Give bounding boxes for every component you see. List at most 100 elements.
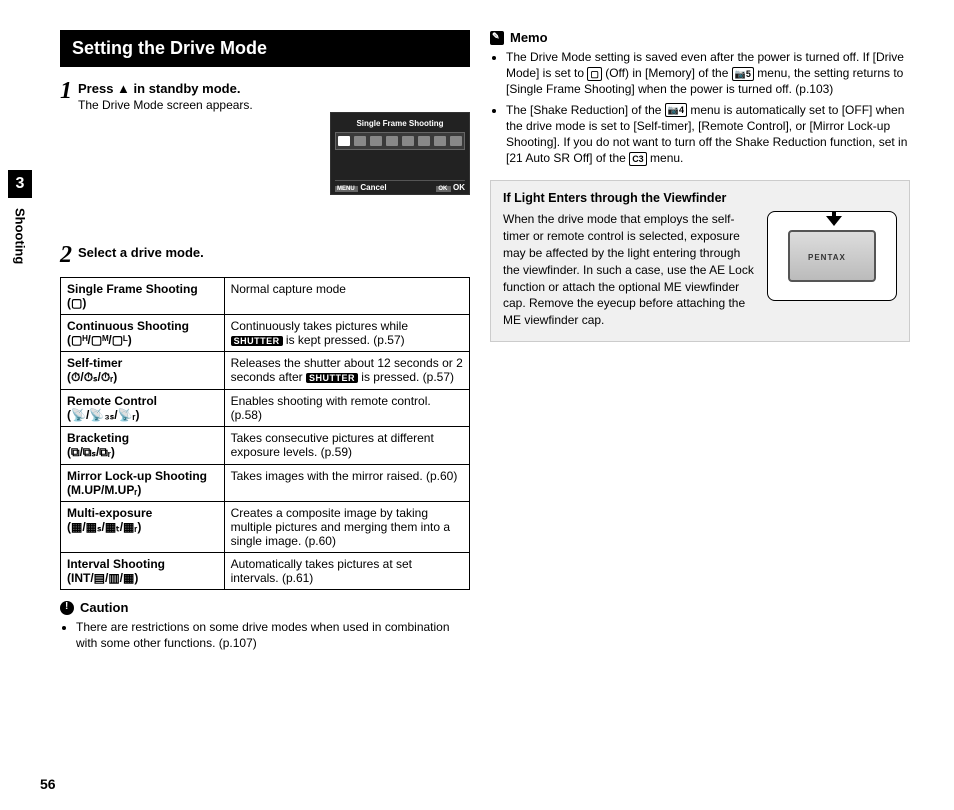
lcd-footer: Cancel OK <box>335 180 465 192</box>
mode-name-cell: Remote Control(📡/📡₃ₛ/📡ᵣ) <box>61 390 225 427</box>
lcd-icon-row <box>335 132 465 150</box>
memo-list: The Drive Mode setting is saved even aft… <box>490 49 910 166</box>
mode-symbols: (⏱/⏱ₛ/⏱ᵣ) <box>67 370 117 384</box>
mode-name-cell: Interval Shooting(INT/▤/▥/▦) <box>61 553 225 590</box>
mode-name: Self-timer <box>67 356 122 370</box>
mode-name: Continuous Shooting <box>67 319 189 333</box>
table-row: Multi-exposure(▦/▦ₛ/▦ₜ/▦ᵣ) Creates a comp… <box>61 502 470 553</box>
lcd-mode-icon <box>450 136 462 146</box>
step-title-pre: Press <box>78 81 117 96</box>
mode-desc-cell: Enables shooting with remote control. (p… <box>224 390 469 427</box>
callout-content: PENTAX When the drive mode that employs … <box>503 211 897 329</box>
callout-body-text: When the drive mode that employs the sel… <box>503 212 754 327</box>
drive-modes-table: Single Frame Shooting(▢) Normal capture m… <box>60 277 470 590</box>
arrow-icon <box>826 216 842 226</box>
lcd-ok-label: OK <box>436 183 465 192</box>
camera-menu-icon: 📷5 <box>732 67 754 81</box>
memo-icon <box>490 31 504 45</box>
left-rail: 3 Shooting <box>0 30 40 655</box>
mode-desc: Takes images with the mirror raised. (p.… <box>231 469 458 483</box>
chapter-number-tab: 3 <box>8 170 32 198</box>
section-vertical-label: Shooting <box>13 204 28 264</box>
mode-name: Remote Control <box>67 394 157 408</box>
mode-name: Multi-exposure <box>67 506 152 520</box>
lcd-title: Single Frame Shooting <box>335 119 465 128</box>
mode-name: Interval Shooting <box>67 557 165 571</box>
caution-icon <box>60 601 74 615</box>
mode-desc-cell: Releases the shutter about 12 seconds or… <box>224 352 469 390</box>
lcd-mode-icon <box>338 136 350 146</box>
mode-symbols: (⧉/⧉ₛ/⧉ᵣ) <box>67 445 115 459</box>
custom-menu-icon: C3 <box>629 152 647 166</box>
mode-symbols: (📡/📡₃ₛ/📡ᵣ) <box>67 408 140 422</box>
table-row: Interval Shooting(INT/▤/▥/▦)Automaticall… <box>61 553 470 590</box>
mode-desc: is pressed. (p.57) <box>358 370 454 384</box>
camera-menu-icon: 📷4 <box>665 103 687 117</box>
mode-desc: Creates a composite image by taking mult… <box>231 506 450 548</box>
lcd-mode-icon <box>386 136 398 146</box>
mode-desc-cell: Takes images with the mirror raised. (p.… <box>224 465 469 502</box>
table-row: Self-timer(⏱/⏱ₛ/⏱ᵣ)Releases the shutter … <box>61 352 470 390</box>
mode-symbols: (INT/▤/▥/▦) <box>67 571 138 585</box>
mode-desc-cell: Continuously takes pictures while SHUTTE… <box>224 315 469 352</box>
off-box-icon: ▢ <box>587 67 602 81</box>
lcd-mode-icon <box>418 136 430 146</box>
mode-desc: Takes consecutive pictures at different … <box>231 431 434 459</box>
step-body: Press ▲ in standby mode. The Drive Mode … <box>78 81 470 195</box>
mode-symbols: (M.UP/M.UPᵣ) <box>67 483 141 497</box>
mode-desc: Continuously takes pictures while <box>231 319 408 333</box>
mode-desc: Enables shooting with remote control. (p… <box>231 394 431 422</box>
lcd-mode-icon <box>402 136 414 146</box>
table-row: Bracketing(⧉/⧉ₛ/⧉ᵣ)Takes consecutive pic… <box>61 427 470 465</box>
step: 1 Press ▲ in standby mode. The Drive Mod… <box>60 81 470 195</box>
caution-item: There are restrictions on some drive mod… <box>76 619 470 651</box>
caution-header: Caution <box>60 600 470 615</box>
step-number: 2 <box>60 243 72 267</box>
memo-text: (Off) in [Memory] of the <box>602 66 732 80</box>
mode-name: Bracketing <box>67 431 129 445</box>
right-column: Memo The Drive Mode setting is saved eve… <box>490 30 910 655</box>
mode-desc: Normal capture mode <box>231 282 346 296</box>
mode-desc-cell: Normal capture mode <box>224 278 469 315</box>
memo-text: menu. <box>647 151 684 165</box>
mode-name: Single Frame Shooting <box>67 282 198 296</box>
mode-name-cell: Bracketing(⧉/⧉ₛ/⧉ᵣ) <box>61 427 225 465</box>
step: 2 Select a drive mode. <box>60 245 470 267</box>
table-row: Remote Control(📡/📡₃ₛ/📡ᵣ)Enables shooting… <box>61 390 470 427</box>
memo-item: The [Shake Reduction] of the 📷4 menu is … <box>506 102 910 167</box>
page-number: 56 <box>40 776 56 792</box>
lcd-mode-icon <box>370 136 382 146</box>
memo-label: Memo <box>510 30 548 45</box>
step-title: Press ▲ in standby mode. <box>78 81 470 96</box>
caution-label: Caution <box>80 600 128 615</box>
mode-desc: is kept pressed. (p.57) <box>283 333 405 347</box>
mode-name-cell: Continuous Shooting(▢ᴴ/▢ᴹ/▢ᴸ) <box>61 315 225 352</box>
memo-text: The [Shake Reduction] of the <box>506 103 665 117</box>
mode-name: Mirror Lock-up Shooting <box>67 469 207 483</box>
step-number: 1 <box>60 79 72 103</box>
step-title-post: in standby mode. <box>130 81 241 96</box>
mode-desc-cell: Automatically takes pictures at set inte… <box>224 553 469 590</box>
up-arrow-icon: ▲ <box>117 81 130 96</box>
lcd-mode-icon <box>434 136 446 146</box>
camera-illustration: PENTAX <box>767 211 897 301</box>
mode-name-cell: Single Frame Shooting(▢) <box>61 278 225 315</box>
section-heading: Setting the Drive Mode <box>60 30 470 67</box>
step-description: The Drive Mode screen appears. <box>78 98 470 112</box>
mode-desc-cell: Creates a composite image by taking mult… <box>224 502 469 553</box>
mode-name-cell: Self-timer(⏱/⏱ₛ/⏱ᵣ) <box>61 352 225 390</box>
mode-desc: Automatically takes pictures at set inte… <box>231 557 412 585</box>
table-row: Single Frame Shooting(▢) Normal capture m… <box>61 278 470 315</box>
mode-symbols: (▦/▦ₛ/▦ₜ/▦ᵣ) <box>67 520 141 534</box>
camera-brand-label: PENTAX <box>808 252 846 263</box>
lcd-cancel-label: Cancel <box>335 183 387 192</box>
mode-symbols: (▢) <box>67 296 86 310</box>
viewfinder-callout: If Light Enters through the Viewfinder P… <box>490 180 910 342</box>
lcd-mode-icon <box>354 136 366 146</box>
step-body: Select a drive mode. <box>78 245 470 262</box>
table-row: Mirror Lock-up Shooting(M.UP/M.UPᵣ) Takes… <box>61 465 470 502</box>
lcd-screenshot: Single Frame Shooting Cancel OK <box>330 112 470 195</box>
left-column: Setting the Drive Mode 1 Press ▲ in stan… <box>60 30 470 655</box>
step-title: Select a drive mode. <box>78 245 470 260</box>
memo-item: The Drive Mode setting is saved even aft… <box>506 49 910 98</box>
